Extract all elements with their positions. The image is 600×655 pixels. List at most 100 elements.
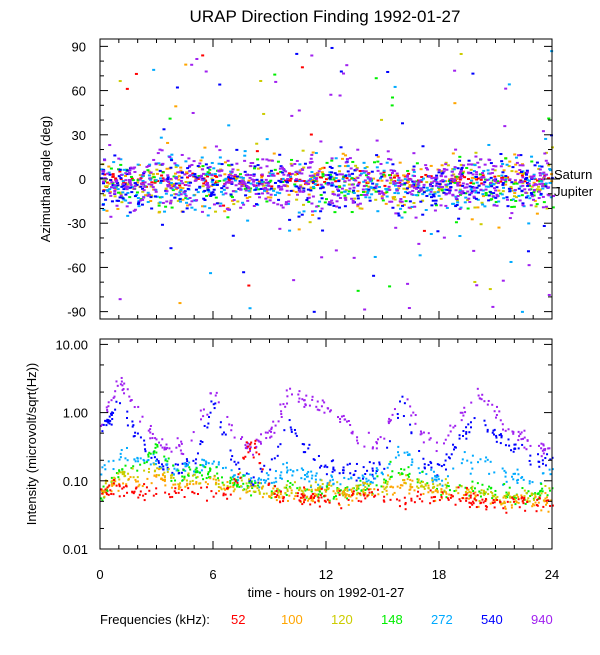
azimuth-point-148 (184, 197, 188, 200)
azimuth-point-940 (525, 171, 529, 174)
azimuth-point-940 (467, 172, 471, 175)
azimuth-point-540 (194, 188, 198, 191)
intensity-point-52 (125, 484, 128, 487)
intensity-point-940 (495, 405, 498, 408)
intensity-point-540 (538, 460, 541, 463)
intensity-point-148 (118, 470, 121, 473)
intensity-point-940 (215, 391, 218, 394)
azimuth-point-148 (512, 182, 516, 185)
azimuth-point-540 (334, 185, 338, 188)
azimuth-point-100 (272, 152, 276, 155)
azimuth-point-940 (547, 293, 551, 296)
intensity-point-940 (308, 404, 311, 407)
azimuth-point-52 (287, 172, 291, 175)
azimuth-point-272 (463, 201, 467, 204)
azimuth-point-148 (154, 180, 158, 183)
intensity-point-940 (133, 406, 136, 409)
azimuth-point-940 (276, 203, 280, 206)
intensity-point-120 (147, 471, 150, 474)
azimuth-point-148 (361, 190, 365, 193)
intensity-point-52 (212, 495, 215, 498)
intensity-point-52 (222, 492, 225, 495)
intensity-point-540 (192, 459, 195, 462)
azimuth-point-540 (242, 271, 246, 274)
azimuth-point-272 (365, 188, 369, 191)
intensity-point-940 (270, 428, 273, 431)
intensity-point-52 (253, 446, 256, 449)
intensity-point-100 (464, 497, 467, 500)
azimuth-point-272 (190, 206, 194, 209)
intensity-point-272 (260, 482, 263, 485)
intensity-point-100 (434, 499, 437, 502)
azimuth-point-272 (500, 174, 504, 177)
azimuth-point-148 (238, 173, 242, 176)
intensity-point-540 (177, 472, 180, 475)
intensity-point-120 (261, 487, 264, 490)
azimuth-point-940 (462, 164, 466, 167)
intensity-point-148 (344, 487, 347, 490)
intensity-point-148 (156, 445, 159, 448)
intensity-point-272 (217, 461, 220, 464)
intensity-point-540 (238, 467, 241, 470)
azimuth-point-940 (243, 183, 247, 186)
azimuth-point-540 (396, 212, 400, 215)
azimuth-point-100 (144, 194, 148, 197)
intensity-point-100 (534, 495, 537, 498)
intensity-point-52 (300, 493, 303, 496)
intensity-point-52 (432, 500, 435, 503)
intensity-point-540 (126, 416, 129, 419)
azimuth-point-540 (517, 187, 521, 190)
azimuth-point-940 (482, 176, 486, 179)
azimuth-point-148 (381, 199, 385, 202)
intensity-point-120 (170, 476, 173, 479)
azimuth-point-272 (136, 163, 140, 166)
intensity-point-940 (265, 437, 268, 440)
intensity-point-100 (391, 493, 394, 496)
intensity-point-272 (504, 475, 507, 478)
intensity-point-540 (444, 468, 447, 471)
intensity-point-148 (230, 478, 233, 481)
intensity-point-940 (519, 433, 522, 436)
azimuth-point-272 (227, 124, 231, 127)
intensity-point-272 (103, 464, 106, 467)
azimuth-point-940 (398, 200, 402, 203)
azimuth-point-540 (457, 217, 461, 220)
intensity-point-940 (180, 452, 183, 455)
intensity-point-100 (215, 481, 218, 484)
azimuth-point-540 (246, 181, 250, 184)
azimuth-point-940 (210, 174, 214, 177)
intensity-point-52 (536, 504, 539, 507)
azimuth-point-940 (300, 172, 304, 175)
azimuth-point-272 (214, 183, 218, 186)
intensity-point-940 (316, 408, 319, 411)
intensity-point-540 (273, 457, 276, 460)
intensity-point-52 (383, 500, 386, 503)
intensity-point-100 (504, 507, 507, 510)
azimuth-point-940 (387, 185, 391, 188)
intensity-point-148 (470, 486, 473, 489)
azimuth-point-272 (286, 202, 290, 205)
intensity-point-540 (157, 461, 160, 464)
intensity-point-52 (434, 495, 437, 498)
intensity-point-940 (126, 388, 129, 391)
azimuth-point-940 (234, 184, 238, 187)
intensity-point-940 (285, 389, 288, 392)
azimuth-point-272 (102, 208, 106, 211)
azimuth-point-540 (432, 195, 436, 198)
azimuth-point-540 (115, 199, 119, 202)
azimuth-point-148 (257, 188, 261, 191)
azimuth-point-100 (223, 161, 227, 164)
azimuth-point-940 (199, 174, 203, 177)
azimuth-point-100 (408, 183, 412, 186)
azimuth-point-940 (459, 174, 463, 177)
azimuth-point-272 (378, 177, 382, 180)
intensity-point-540 (353, 473, 356, 476)
azimuth-point-940 (392, 180, 396, 183)
azimuth-point-940 (532, 184, 536, 187)
intensity-point-272 (232, 474, 235, 477)
azimuth-point-940 (496, 182, 500, 185)
intensity-point-272 (183, 462, 186, 465)
azimuth-point-940 (543, 152, 547, 155)
intensity-point-940 (247, 442, 250, 445)
intensity-point-148 (207, 476, 210, 479)
